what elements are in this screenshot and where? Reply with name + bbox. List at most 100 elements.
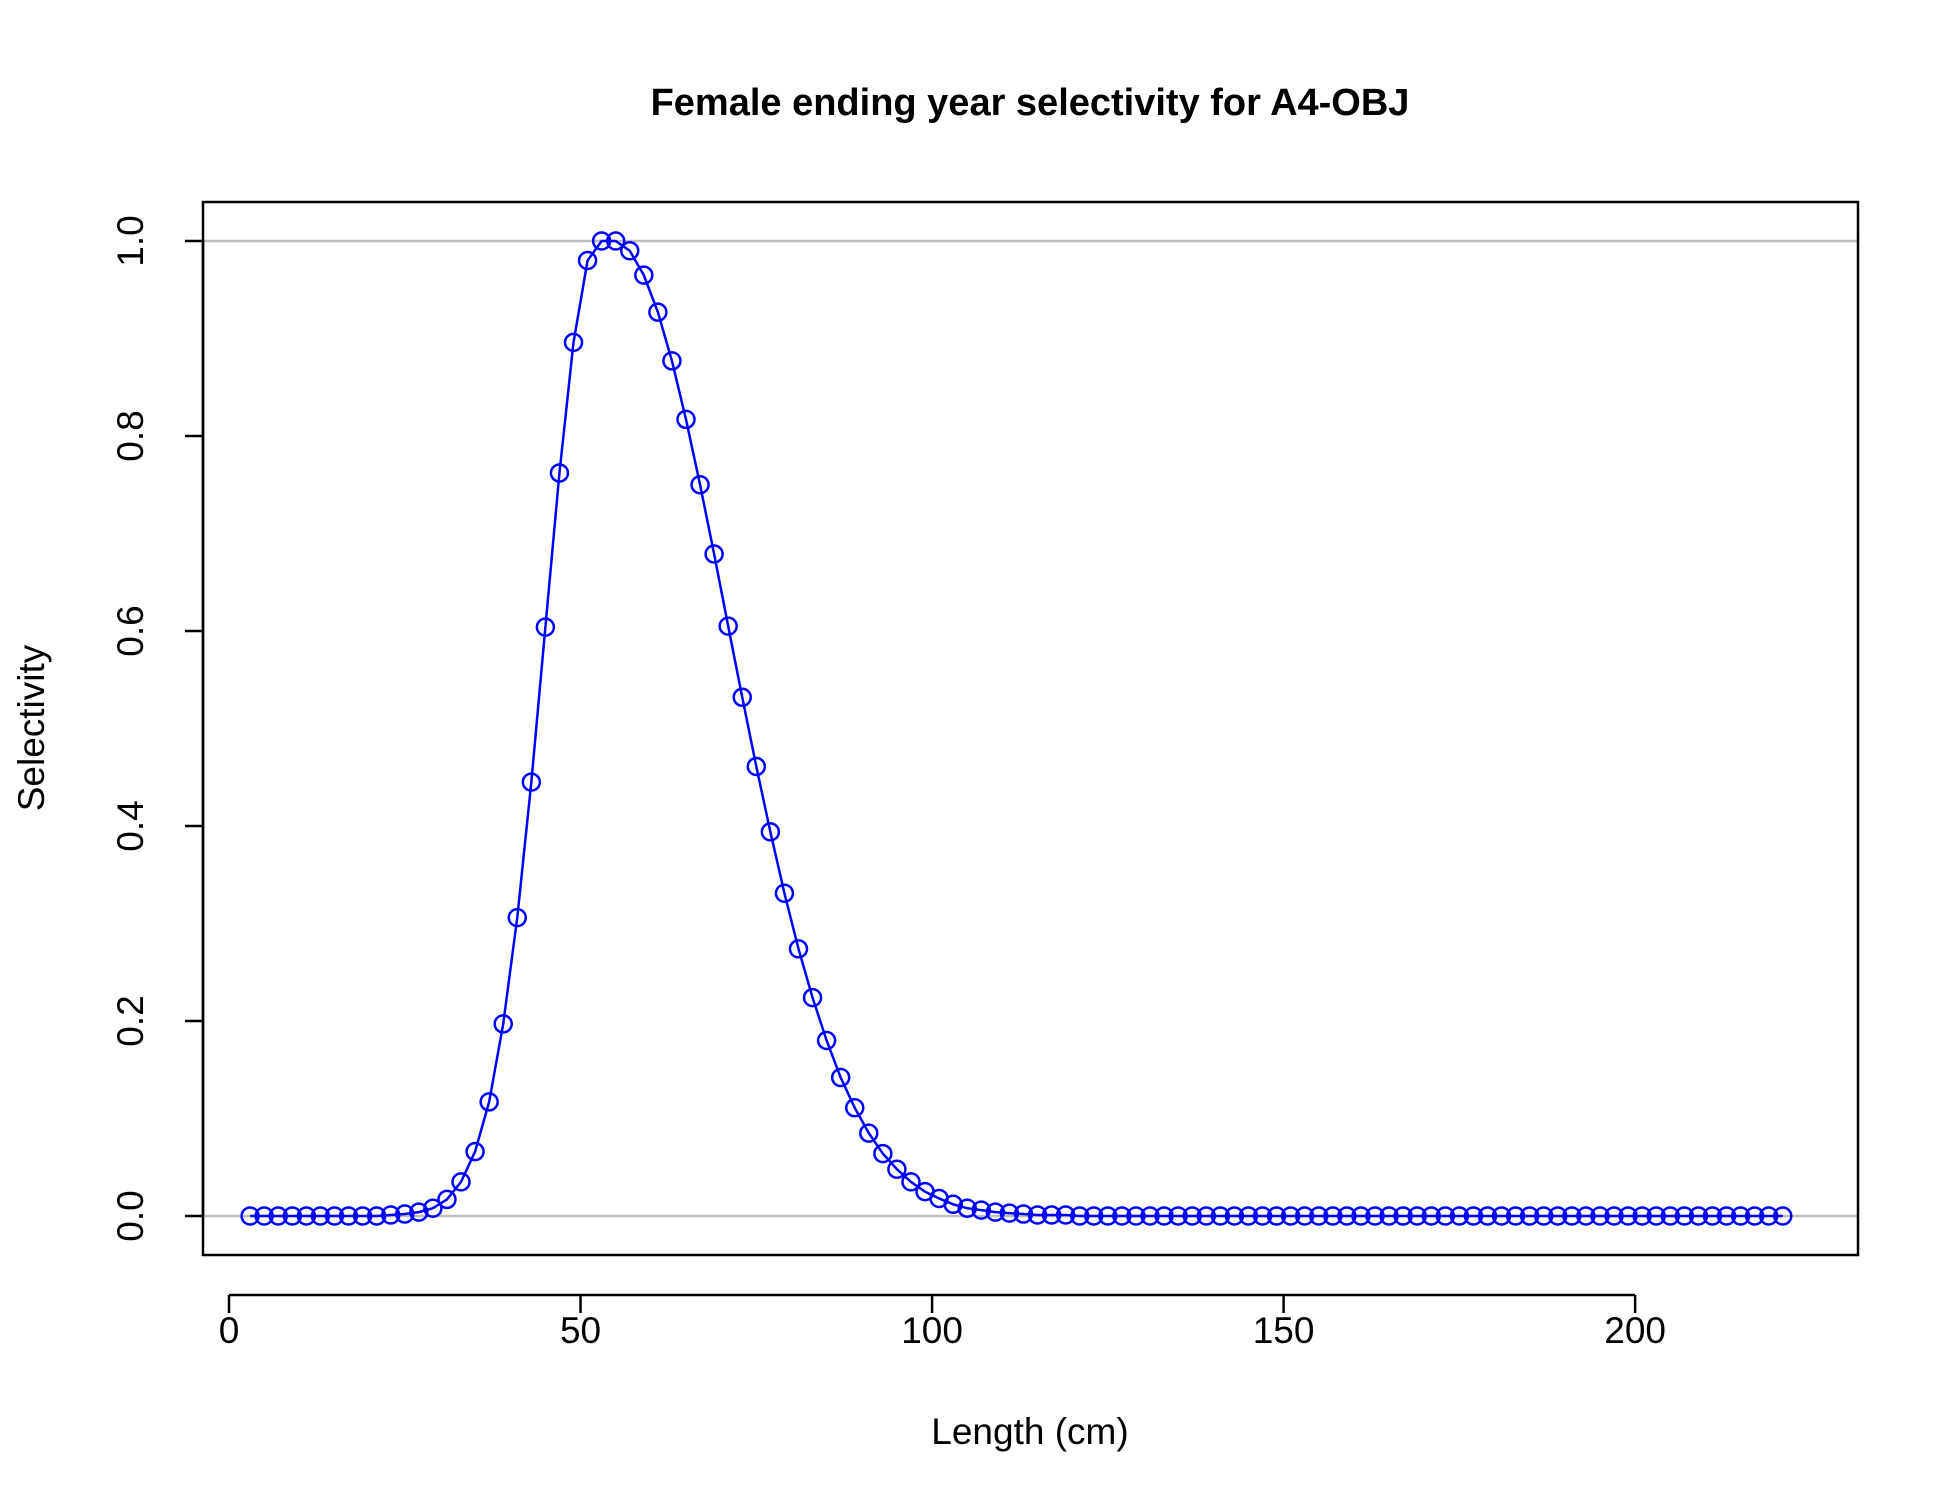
data-point	[1013, 1204, 1034, 1224]
data-point	[887, 1159, 907, 1179]
data-point	[760, 822, 781, 842]
data-point	[1773, 1206, 1793, 1226]
data-point	[830, 1067, 851, 1088]
data-point	[1238, 1206, 1259, 1226]
data-point	[1590, 1206, 1610, 1226]
data-point	[409, 1202, 429, 1222]
data-point	[802, 987, 823, 1008]
x-tick-label: 200	[1604, 1310, 1666, 1351]
data-point	[718, 616, 738, 636]
data-point	[648, 302, 668, 322]
data-point	[1435, 1206, 1456, 1226]
data-point	[1069, 1206, 1090, 1226]
data-point	[1210, 1206, 1231, 1226]
data-point	[479, 1092, 499, 1112]
x-axis-label: Length (cm)	[931, 1411, 1128, 1452]
data-point	[1491, 1206, 1512, 1226]
data-point	[1632, 1206, 1652, 1226]
data-point	[1154, 1206, 1174, 1226]
x-tick-label: 0	[219, 1310, 240, 1351]
data-point	[1702, 1206, 1723, 1226]
data-point	[366, 1206, 387, 1226]
y-axis: 0.0 0.2 0.4 0.6 0.8 1.0	[110, 215, 205, 1242]
y-tick-label: 0.4	[110, 800, 151, 851]
data-point	[310, 1206, 331, 1226]
data-point	[859, 1123, 879, 1143]
data-point	[1140, 1206, 1160, 1226]
data-point	[1646, 1206, 1666, 1226]
data-point	[493, 1014, 513, 1034]
data-point	[254, 1206, 274, 1226]
y-tick-label: 0.6	[110, 605, 151, 656]
data-point	[1533, 1206, 1554, 1226]
data-point	[620, 241, 640, 261]
data-point	[1477, 1206, 1498, 1226]
data-point	[1280, 1206, 1301, 1226]
data-point	[1041, 1205, 1062, 1225]
data-point	[999, 1203, 1020, 1223]
data-point	[690, 475, 710, 495]
data-point	[1604, 1206, 1624, 1226]
y-tick-label: 1.0	[110, 215, 151, 266]
data-point	[1126, 1206, 1146, 1226]
data-point	[676, 409, 696, 430]
data-point	[451, 1172, 471, 1192]
data-point	[746, 756, 767, 777]
y-tick-label: 0.8	[110, 410, 151, 461]
y-tick-label: 0.0	[110, 1190, 151, 1241]
series-line-0	[250, 239, 1783, 1218]
data-point	[985, 1202, 1006, 1222]
data-point	[423, 1198, 443, 1218]
data-point	[1266, 1206, 1287, 1226]
data-point	[1252, 1206, 1273, 1226]
data-point	[352, 1206, 373, 1226]
data-point	[1182, 1206, 1202, 1226]
data-point	[1505, 1206, 1526, 1226]
x-axis: 0 50 100 150 200	[219, 1293, 1666, 1351]
plot-frame	[201, 200, 1860, 1257]
data-point	[1576, 1206, 1596, 1226]
data-point	[563, 332, 584, 353]
data-point	[1716, 1206, 1737, 1226]
data-point	[591, 231, 612, 251]
data-point	[240, 1206, 260, 1226]
data-point	[437, 1189, 457, 1210]
data-point	[1309, 1206, 1329, 1226]
reference-lines	[203, 239, 1858, 1218]
data-point	[1379, 1206, 1399, 1226]
data-point	[296, 1206, 317, 1226]
data-point	[1449, 1206, 1470, 1226]
data-point	[1294, 1206, 1315, 1226]
data-point	[1463, 1206, 1484, 1226]
data-point	[1112, 1206, 1132, 1226]
data-point	[873, 1143, 893, 1164]
data-point	[1548, 1206, 1568, 1226]
data-point	[1421, 1206, 1441, 1226]
data-point	[1674, 1206, 1695, 1226]
data-point	[1519, 1206, 1540, 1226]
x-tick-label: 150	[1253, 1310, 1315, 1351]
data-point	[943, 1194, 963, 1215]
data-point	[901, 1172, 921, 1192]
data-point	[577, 250, 598, 271]
data-point	[704, 544, 724, 564]
data-point	[605, 231, 626, 251]
data-point	[1407, 1206, 1427, 1226]
data-point	[957, 1198, 977, 1218]
data-point	[465, 1141, 485, 1162]
chart-title: Female ending year selectivity for A4-OB…	[651, 82, 1410, 124]
data-point	[1730, 1206, 1751, 1226]
data-point	[282, 1206, 303, 1226]
data-point	[1084, 1206, 1104, 1226]
data-point	[1027, 1205, 1048, 1225]
data-point	[521, 772, 542, 792]
data-point	[732, 687, 752, 708]
data-point	[1688, 1206, 1709, 1226]
y-axis-label: Selectivity	[11, 644, 52, 811]
data-point	[1758, 1206, 1779, 1226]
data-point	[1744, 1206, 1765, 1226]
data-point	[1660, 1206, 1681, 1226]
y-tick-label: 0.2	[110, 995, 151, 1046]
data-point	[1055, 1205, 1076, 1225]
